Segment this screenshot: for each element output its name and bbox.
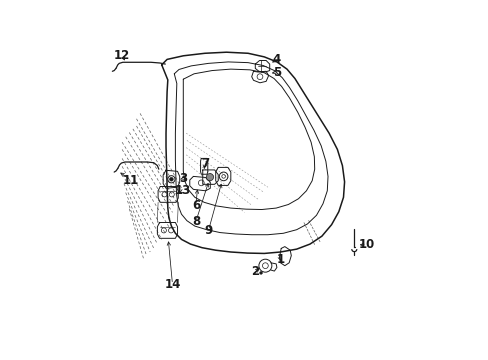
Text: 10: 10: [358, 238, 374, 251]
Text: 8: 8: [191, 215, 200, 228]
Text: 12: 12: [114, 49, 130, 62]
Text: 4: 4: [272, 53, 281, 66]
Text: 11: 11: [122, 174, 139, 186]
Circle shape: [259, 271, 262, 274]
Text: 2: 2: [251, 265, 259, 278]
Text: 13: 13: [175, 184, 191, 197]
Text: 9: 9: [204, 224, 212, 237]
Circle shape: [206, 174, 213, 181]
Text: 3: 3: [179, 172, 187, 185]
Text: 7: 7: [201, 157, 208, 170]
Text: 14: 14: [164, 278, 181, 291]
Text: 6: 6: [191, 199, 200, 212]
Text: 5: 5: [272, 66, 281, 78]
Circle shape: [169, 177, 173, 181]
Text: 1: 1: [276, 253, 284, 266]
